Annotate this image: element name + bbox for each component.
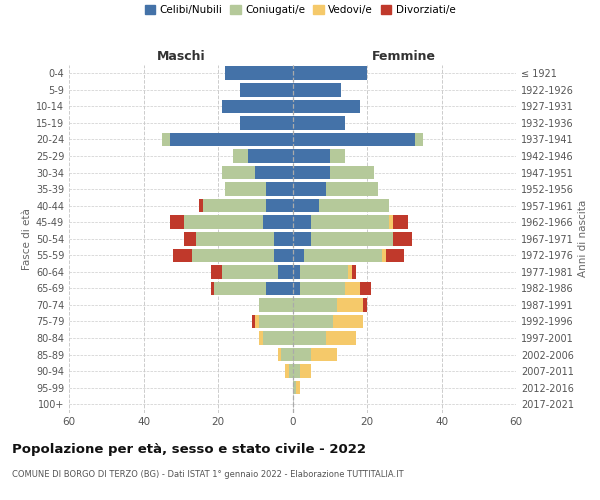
Bar xyxy=(293,248,304,262)
Bar xyxy=(393,216,408,229)
Bar xyxy=(293,149,330,163)
Bar xyxy=(293,332,326,345)
Bar xyxy=(293,282,300,295)
Bar xyxy=(415,132,423,146)
Bar xyxy=(192,248,274,262)
Bar xyxy=(363,298,367,312)
Bar xyxy=(293,265,300,278)
Legend: Celibi/Nubili, Coniugati/e, Vedovi/e, Divorziati/e: Celibi/Nubili, Coniugati/e, Vedovi/e, Di… xyxy=(145,5,455,15)
Bar xyxy=(334,314,363,328)
Bar xyxy=(300,282,344,295)
Text: Maschi: Maschi xyxy=(157,50,205,62)
Bar xyxy=(184,216,263,229)
Bar xyxy=(393,232,412,245)
Bar xyxy=(300,265,349,278)
Bar xyxy=(170,216,184,229)
Bar xyxy=(278,265,293,278)
Bar xyxy=(296,381,300,394)
Bar xyxy=(330,166,374,179)
Bar xyxy=(226,66,293,80)
Bar xyxy=(222,166,255,179)
Bar xyxy=(259,298,293,312)
Bar xyxy=(266,182,293,196)
Bar xyxy=(274,232,293,245)
Bar xyxy=(293,348,311,362)
Bar xyxy=(196,232,274,245)
Bar xyxy=(214,282,266,295)
Bar xyxy=(293,100,359,113)
Bar xyxy=(266,199,293,212)
Bar xyxy=(382,248,386,262)
Bar xyxy=(241,116,293,130)
Bar xyxy=(162,132,170,146)
Bar xyxy=(326,182,378,196)
Bar xyxy=(241,83,293,96)
Bar xyxy=(266,282,293,295)
Text: COMUNE DI BORGO DI TERZO (BG) - Dati ISTAT 1° gennaio 2022 - Elaborazione TUTTIT: COMUNE DI BORGO DI TERZO (BG) - Dati IST… xyxy=(12,470,404,479)
Bar xyxy=(337,298,363,312)
Bar xyxy=(293,166,330,179)
Y-axis label: Anni di nascita: Anni di nascita xyxy=(578,200,588,278)
Bar xyxy=(259,314,293,328)
Bar xyxy=(259,332,263,345)
Bar xyxy=(255,314,259,328)
Bar xyxy=(274,248,293,262)
Bar xyxy=(173,248,192,262)
Bar xyxy=(293,298,337,312)
Bar xyxy=(251,314,255,328)
Text: Popolazione per età, sesso e stato civile - 2022: Popolazione per età, sesso e stato civil… xyxy=(12,442,366,456)
Bar xyxy=(293,314,334,328)
Bar xyxy=(319,199,389,212)
Bar xyxy=(263,216,293,229)
Bar xyxy=(211,282,214,295)
Bar xyxy=(293,116,344,130)
Y-axis label: Fasce di età: Fasce di età xyxy=(22,208,32,270)
Bar xyxy=(293,83,341,96)
Bar xyxy=(389,216,393,229)
Bar xyxy=(344,282,359,295)
Bar xyxy=(285,364,289,378)
Bar xyxy=(311,232,393,245)
Bar xyxy=(222,100,293,113)
Bar xyxy=(326,332,356,345)
Bar xyxy=(199,199,203,212)
Bar xyxy=(293,381,296,394)
Bar xyxy=(386,248,404,262)
Bar xyxy=(304,248,382,262)
Bar xyxy=(359,282,371,295)
Bar xyxy=(311,216,389,229)
Bar xyxy=(170,132,293,146)
Bar xyxy=(211,265,222,278)
Bar xyxy=(248,149,293,163)
Bar xyxy=(263,332,293,345)
Bar xyxy=(184,232,196,245)
Bar xyxy=(255,166,293,179)
Bar xyxy=(293,132,415,146)
Bar xyxy=(222,265,278,278)
Bar xyxy=(281,348,293,362)
Bar xyxy=(311,348,337,362)
Bar xyxy=(300,364,311,378)
Bar xyxy=(293,66,367,80)
Bar xyxy=(330,149,344,163)
Bar xyxy=(278,348,281,362)
Bar xyxy=(233,149,248,163)
Bar xyxy=(352,265,356,278)
Bar xyxy=(293,199,319,212)
Bar xyxy=(349,265,352,278)
Bar xyxy=(293,182,326,196)
Bar xyxy=(293,216,311,229)
Bar xyxy=(293,232,311,245)
Bar xyxy=(203,199,266,212)
Text: Femmine: Femmine xyxy=(372,50,436,62)
Bar xyxy=(289,364,293,378)
Bar xyxy=(226,182,266,196)
Bar xyxy=(293,364,300,378)
